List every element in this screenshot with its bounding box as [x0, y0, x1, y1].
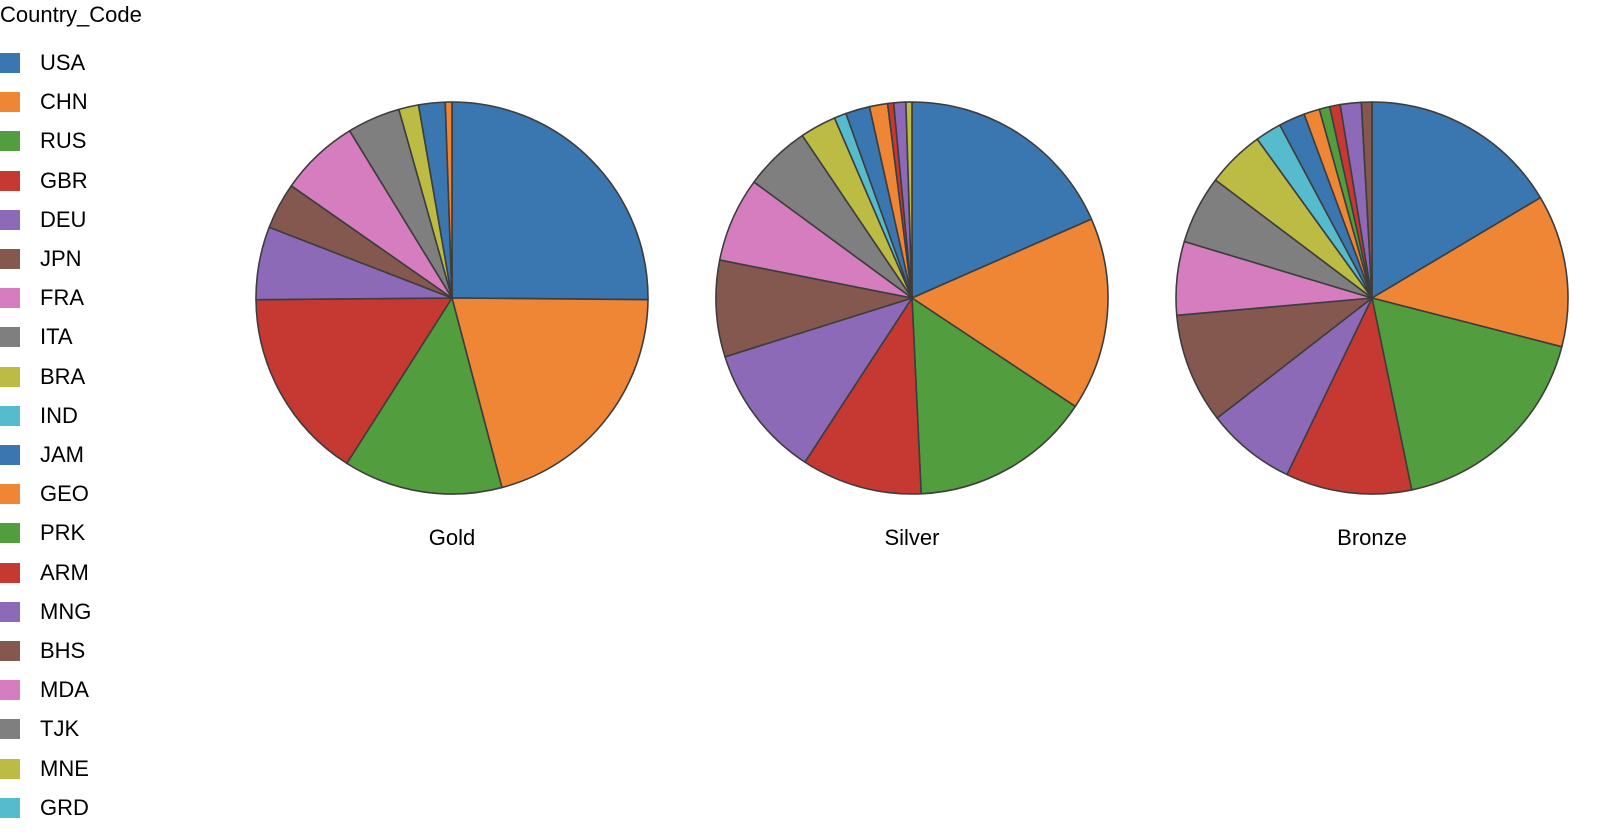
legend-swatch — [0, 601, 20, 622]
legend-label: ARM — [40, 559, 89, 585]
legend-swatch — [0, 719, 20, 740]
legend-swatch — [0, 797, 20, 818]
legend-item-rus[interactable]: RUS — [0, 128, 87, 154]
legend-label: DEU — [40, 206, 87, 232]
pie-slice-jpn[interactable] — [1175, 297, 1373, 419]
pie-slice-rus[interactable] — [911, 297, 1077, 495]
legend-label: GEO — [40, 481, 89, 507]
legend-item-fra[interactable]: FRA — [0, 285, 84, 311]
legend-swatch — [0, 209, 20, 230]
legend-swatch — [0, 131, 20, 152]
legend-swatch — [0, 92, 20, 113]
pie-silver: Silver — [715, 101, 1109, 550]
legend-label: IND — [40, 402, 78, 428]
legend-swatch — [0, 562, 20, 583]
pie-slice-usa[interactable] — [911, 101, 1093, 299]
legend-label: MNG — [40, 598, 92, 624]
pie-title: Gold — [429, 525, 475, 550]
legend-item-grd[interactable]: GRD — [0, 794, 89, 820]
legend-item-ind[interactable]: IND — [0, 402, 78, 428]
legend-label: RUS — [40, 128, 87, 154]
pie-slice-chn[interactable] — [451, 297, 649, 489]
legend-label: GRD — [40, 794, 89, 820]
legend-item-geo[interactable]: GEO — [0, 481, 89, 507]
legend-item-mda[interactable]: MDA — [0, 677, 89, 703]
legend-item-mng[interactable]: MNG — [0, 598, 92, 624]
legend-swatch — [0, 641, 20, 661]
legend-item-jam[interactable]: JAM — [0, 442, 84, 467]
legend: Country_Code USA CHN RUS GBR DEU JPN FRA ITA BRA… — [0, 0, 200, 836]
legend-label: BRA — [40, 363, 86, 389]
pie-slice-usa[interactable] — [451, 101, 649, 301]
pie-slice-mne[interactable] — [905, 101, 913, 299]
legend-item-bra[interactable]: BRA — [0, 363, 86, 389]
legend-item-ita[interactable]: ITA — [0, 324, 73, 350]
legend-label: JAM — [40, 442, 84, 467]
pie-slice-bhs[interactable] — [1360, 101, 1373, 299]
legend-swatch — [0, 758, 20, 779]
legend-label: PRK — [40, 520, 86, 546]
pie-title: Silver — [884, 525, 939, 550]
legend-item-deu[interactable]: DEU — [0, 206, 87, 232]
legend-item-arm[interactable]: ARM — [0, 559, 89, 585]
legend-swatch — [0, 327, 20, 348]
legend-item-bhs[interactable]: BHS — [0, 638, 86, 663]
legend-label: BHS — [40, 638, 86, 663]
pie-gold: Gold — [255, 101, 649, 550]
legend-label: GBR — [40, 167, 88, 193]
legend-label: MDA — [40, 677, 89, 703]
legend-swatch — [0, 445, 20, 465]
legend-label: ITA — [40, 324, 73, 350]
legend-swatch — [0, 170, 20, 191]
legend-item-prk[interactable]: PRK — [0, 520, 86, 546]
pie-slice-deu[interactable] — [724, 297, 913, 463]
pie-slice-rus[interactable] — [346, 297, 503, 495]
pie-slice-gbr[interactable] — [1286, 297, 1413, 495]
legend-item-tjk[interactable]: TJK — [0, 716, 80, 742]
pie-title: Bronze — [1337, 525, 1407, 550]
legend-label: MNE — [40, 755, 89, 781]
legend-item-chn[interactable]: CHN — [0, 89, 88, 115]
legend-label: USA — [40, 50, 86, 75]
legend-swatch — [0, 53, 20, 73]
legend-swatch — [0, 523, 20, 544]
legend-item-gbr[interactable]: GBR — [0, 167, 88, 193]
pie-slice-chn[interactable] — [911, 218, 1109, 408]
pie-slice-gbr[interactable] — [804, 297, 922, 495]
legend-swatch — [0, 366, 20, 387]
legend-item-jpn[interactable]: JPN — [0, 246, 82, 271]
legend-swatch — [0, 484, 20, 505]
legend-title: Country_Code — [0, 2, 142, 27]
pie-slice-geo[interactable] — [444, 101, 453, 299]
legend-swatch — [0, 680, 20, 701]
legend-label: CHN — [40, 89, 88, 115]
legend-swatch — [0, 249, 20, 269]
legend-item-usa[interactable]: USA — [0, 50, 86, 75]
legend-swatch — [0, 405, 20, 426]
legend-item-mne[interactable]: MNE — [0, 755, 89, 781]
pie-slice-gbr[interactable] — [255, 297, 453, 465]
legend-swatch — [0, 288, 20, 309]
pie-bronze: Bronze — [1175, 101, 1569, 550]
pie-slice-rus[interactable] — [1371, 297, 1563, 491]
pie-slice-jpn[interactable] — [715, 259, 913, 358]
pie-slice-usa[interactable] — [1371, 101, 1542, 299]
legend-label: TJK — [40, 716, 80, 742]
legend-label: FRA — [40, 285, 84, 311]
legend-label: JPN — [40, 246, 82, 271]
pie-slice-chn[interactable] — [1371, 196, 1569, 348]
